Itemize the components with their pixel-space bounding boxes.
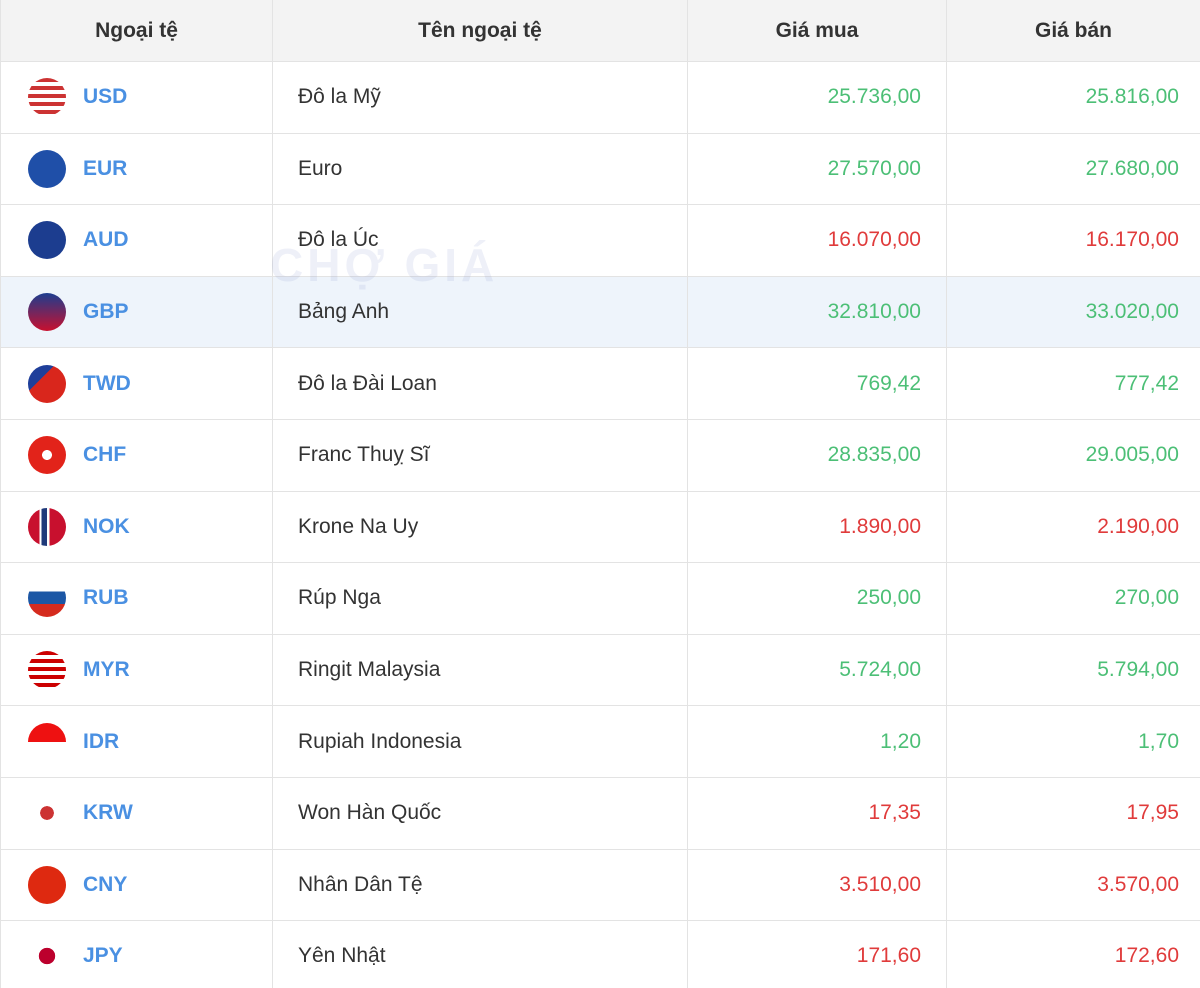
header-row: Ngoại tệ Tên ngoại tệ Giá mua Giá bán [0,0,1200,62]
buy-price: 17,35 [687,778,946,849]
currency-name: Euro [272,133,687,205]
currency-code: EUR [83,156,128,180]
header-cell: Tên ngoại tệ [272,0,687,61]
currency-code: CHF [83,443,127,467]
currency-code: NOK [83,514,130,538]
currency-code: RUB [83,586,129,610]
table-row: JPY Yên Nhật 171,60 172,60 [0,921,1200,988]
currency-code: GBP [83,300,129,324]
currency-name: Krone Na Uy [272,491,687,563]
table-row: AUD Đô la Úc 16.070,00 16.170,00 [0,205,1200,277]
code-cell: KRW [0,778,272,849]
sell-price: 3.570,00 [946,849,1200,921]
flag-icon [28,221,66,260]
code-cell: USD [0,62,272,133]
code-cell: RUB [0,563,272,634]
table-row: CNY Nhân Dân Tệ 3.510,00 3.570,00 [0,849,1200,922]
code-cell: AUD [0,205,272,276]
code-cell: CHF [0,420,272,491]
buy-price: 16.070,00 [687,205,946,276]
buy-price: 171,60 [687,921,946,988]
code-cell: MYR [0,634,272,706]
currency-code: IDR [83,729,120,753]
sell-price: 270,00 [946,563,1200,634]
currency-name: Đô la Đài Loan [272,348,687,419]
code-cell: GBP [0,276,272,348]
buy-price: 1,20 [687,706,946,777]
flag-icon [28,507,66,546]
table-row: CHF Franc Thuỵ Sĩ 28.835,00 29.005,00 [0,420,1200,492]
code-cell: JPY [0,921,272,988]
currency-code: CNY [83,872,128,896]
currency-code: MYR [83,658,130,682]
sell-price: 29.005,00 [946,420,1200,491]
currency-name: Đô la Úc [272,205,687,276]
buy-price: 1.890,00 [687,491,946,563]
flag-icon [28,78,66,117]
table-row: GBP Bảng Anh 32.810,00 33.020,00 [0,276,1200,349]
currency-name: Bảng Anh [272,276,687,348]
flag-icon [28,149,66,188]
header-cell: Giá mua [687,0,946,61]
currency-code: KRW [83,801,133,825]
flag-icon [28,722,66,761]
sell-price: 33.020,00 [946,276,1200,348]
currency-code: JPY [83,944,123,968]
sell-price: 172,60 [946,921,1200,988]
buy-price: 27.570,00 [687,133,946,205]
header-cell: Giá bán [946,0,1200,61]
currency-name: Rúp Nga [272,563,687,634]
sell-price: 17,95 [946,778,1200,849]
buy-price: 28.835,00 [687,420,946,491]
code-cell: IDR [0,706,272,777]
table-row: KRW Won Hàn Quốc 17,35 17,95 [0,778,1200,850]
table-row: TWD Đô la Đài Loan 769,42 777,42 [0,348,1200,420]
sell-price: 5.794,00 [946,634,1200,706]
flag-icon [28,364,66,403]
buy-price: 769,42 [687,348,946,419]
flag-icon [28,651,66,690]
sell-price: 2.190,00 [946,491,1200,563]
header-cell: Ngoại tệ [0,0,272,61]
table-row: NOK Krone Na Uy 1.890,00 2.190,00 [0,491,1200,564]
table-row: EUR Euro 27.570,00 27.680,00 [0,133,1200,206]
currency-name: Đô la Mỹ [272,62,687,133]
sell-price: 16.170,00 [946,205,1200,276]
flag-icon [28,794,66,833]
code-cell: NOK [0,491,272,563]
flag-icon [28,937,66,976]
currency-code: USD [83,85,128,109]
sell-price: 1,70 [946,706,1200,777]
sell-price: 25.816,00 [946,62,1200,133]
code-cell: CNY [0,849,272,921]
buy-price: 5.724,00 [687,634,946,706]
code-cell: TWD [0,348,272,419]
buy-price: 25.736,00 [687,62,946,133]
currency-name: Ringit Malaysia [272,634,687,706]
currency-name: Yên Nhật [272,921,687,988]
currency-code: AUD [83,228,129,252]
flag-icon [28,436,66,475]
flag-icon [28,293,66,332]
table-row: USD Đô la Mỹ 25.736,00 25.816,00 [0,62,1200,134]
buy-price: 32.810,00 [687,276,946,348]
table-row: RUB Rúp Nga 250,00 270,00 [0,563,1200,635]
flag-icon [28,579,66,618]
currency-name: Won Hàn Quốc [272,778,687,849]
table-row: MYR Ringit Malaysia 5.724,00 5.794,00 [0,634,1200,707]
buy-price: 3.510,00 [687,849,946,921]
sell-price: 27.680,00 [946,133,1200,205]
currency-name: Franc Thuỵ Sĩ [272,420,687,491]
flag-icon [28,865,66,904]
currency-name: Rupiah Indonesia [272,706,687,777]
code-cell: EUR [0,133,272,205]
currency-code: TWD [83,371,131,395]
table-row: IDR Rupiah Indonesia 1,20 1,70 [0,706,1200,778]
currency-name: Nhân Dân Tệ [272,849,687,921]
sell-price: 777,42 [946,348,1200,419]
buy-price: 250,00 [687,563,946,634]
